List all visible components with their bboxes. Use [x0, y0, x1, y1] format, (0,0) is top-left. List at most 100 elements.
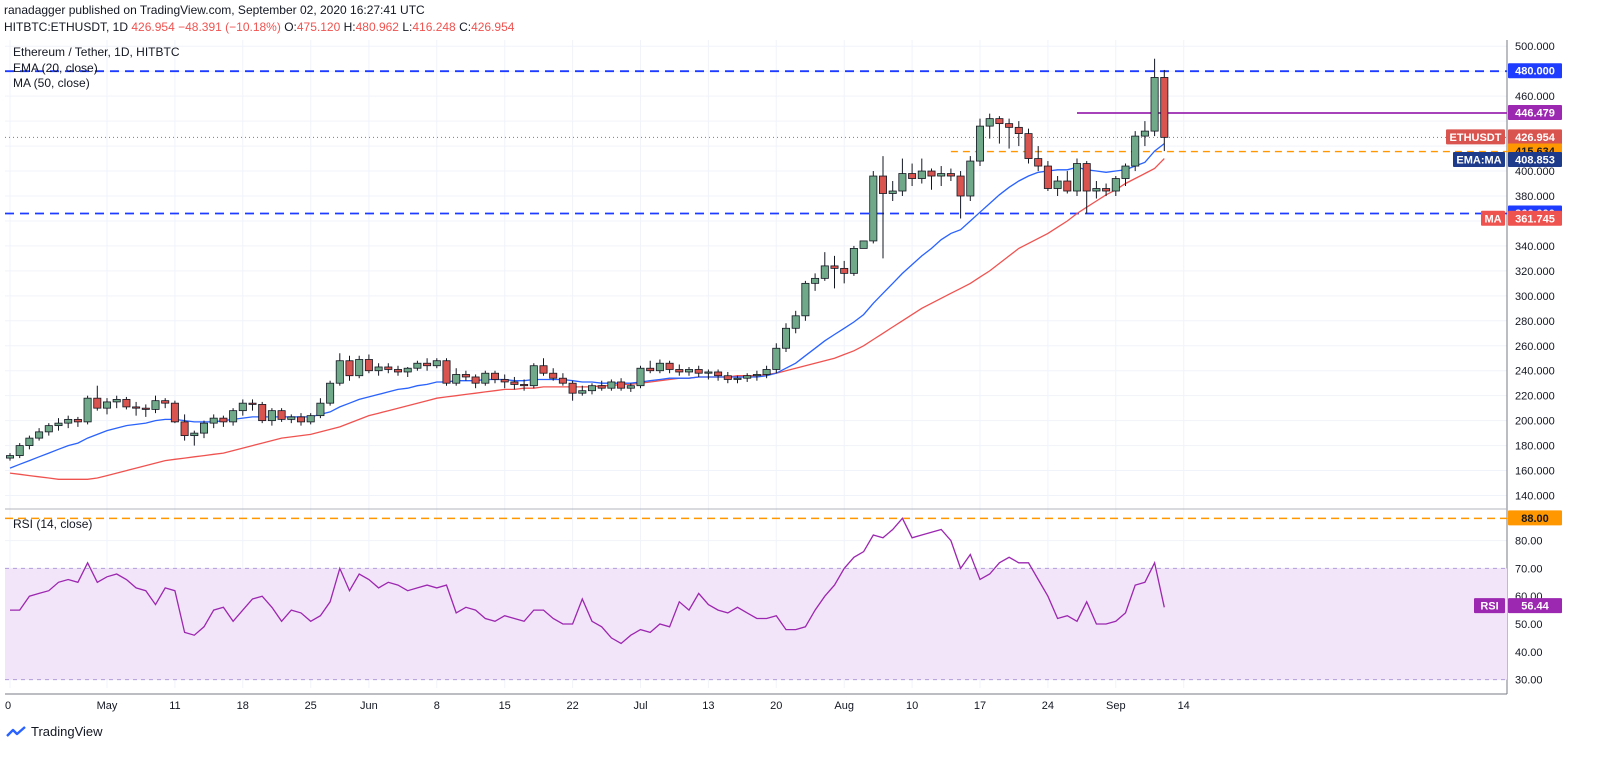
price-tag-box — [1474, 598, 1505, 614]
candle-up — [355, 355, 364, 379]
candle-body — [714, 371, 723, 377]
candle-body — [646, 367, 655, 372]
candle-body — [481, 372, 490, 384]
candle-up — [1073, 158, 1082, 196]
candle-body — [112, 399, 121, 403]
candle-down — [539, 358, 548, 376]
candle-up — [190, 430, 199, 446]
price-tag-box — [1453, 151, 1505, 167]
candle-body — [636, 367, 645, 387]
candle-up — [898, 158, 907, 196]
price-tag-last: 426.954 — [1508, 129, 1562, 145]
candle-body — [985, 118, 994, 127]
candle-up — [112, 395, 121, 409]
time-tick-label: 17 — [974, 700, 986, 712]
candle-down — [122, 396, 131, 410]
candle-body — [1150, 77, 1159, 132]
legend-title: Ethereum / Tether, 1D, HITBTC — [13, 45, 180, 59]
legend-rsi[interactable]: RSI (14, close) — [13, 517, 93, 531]
candle-up — [733, 375, 742, 384]
price-tag-box — [1508, 105, 1562, 121]
candle-body — [946, 173, 955, 177]
open-label: O: — [284, 20, 297, 34]
price-tag-label: ETHUSDT — [1450, 132, 1502, 144]
price-tick-label: 300.000 — [1515, 291, 1555, 303]
candle-up — [403, 366, 412, 377]
candle-down — [73, 416, 82, 427]
candle-up — [1053, 176, 1062, 196]
candle-down — [694, 365, 703, 377]
high-label: H: — [343, 20, 356, 34]
candle-body — [306, 415, 315, 423]
candle-body — [568, 382, 577, 394]
candle-body — [908, 173, 917, 179]
low-label: L: — [402, 20, 413, 34]
candle-down — [946, 168, 955, 182]
candle-down — [161, 398, 170, 409]
time-tick-label: Jul — [633, 700, 647, 712]
candle-body — [1102, 188, 1111, 192]
legend-ema[interactable]: EMA (20, close) — [13, 61, 98, 75]
candle-body — [811, 277, 820, 284]
candle-body — [83, 397, 92, 423]
candle-body — [1034, 158, 1043, 167]
time-tick-label: 0 — [5, 700, 11, 712]
candle-down — [471, 374, 480, 389]
candle-up — [15, 443, 24, 459]
candle-down — [1024, 128, 1033, 164]
candle-body — [335, 360, 344, 384]
candle-body — [1005, 123, 1014, 128]
price-tick-label: 460.000 — [1515, 91, 1555, 103]
candle-body — [64, 418, 73, 424]
candle-down — [830, 255, 839, 289]
candle-up — [578, 385, 587, 396]
candle-body — [190, 432, 199, 437]
candle-body — [1111, 178, 1120, 192]
candle-up — [267, 408, 276, 426]
candle-body — [413, 362, 422, 369]
candle-body — [277, 410, 286, 420]
candle-body — [287, 416, 296, 420]
candle-up — [1092, 181, 1101, 199]
price-tick-label: 400.000 — [1515, 166, 1555, 178]
rsi-tag-rsi: 56.44 — [1508, 598, 1562, 614]
rsi-tick-label: 50.00 — [1515, 619, 1543, 631]
candle-body — [403, 367, 412, 373]
candle-body — [665, 362, 674, 370]
candle-up — [859, 240, 868, 249]
candle-body — [898, 173, 907, 192]
price-tick-label: 200.000 — [1515, 416, 1555, 428]
candle-body — [103, 401, 112, 409]
candle-body — [888, 190, 897, 194]
candle-down — [490, 370, 499, 384]
candle-up — [287, 414, 296, 424]
candle-body — [917, 170, 926, 179]
price-tag-label: 88.00 — [1521, 513, 1549, 525]
price-tag-box — [1446, 129, 1505, 145]
candle-body — [1160, 77, 1169, 138]
rsi-tick-label: 30.00 — [1515, 675, 1543, 687]
candle-body — [15, 445, 24, 456]
time-tick-label: 25 — [305, 700, 317, 712]
legend-ma[interactable]: MA (50, close) — [13, 76, 90, 90]
candle-up — [820, 252, 829, 281]
candle-up — [151, 395, 160, 414]
candle-body — [782, 327, 791, 349]
candle-down — [558, 373, 567, 386]
price-tag-ema: 408.853 — [1508, 151, 1562, 167]
candle-body — [937, 173, 946, 177]
price-tag-label: MA — [1484, 213, 1501, 225]
candle-body — [976, 125, 985, 162]
candle-body — [820, 265, 829, 279]
candle-down — [1102, 183, 1111, 196]
candle-body — [1121, 165, 1130, 179]
candle-down — [384, 363, 393, 374]
candle-down — [714, 369, 723, 381]
price-tick-label: 280.000 — [1515, 316, 1555, 328]
candle-down — [248, 399, 257, 411]
tradingview-footer[interactable]: TradingView — [6, 724, 103, 739]
rsi-tick-label: 80.00 — [1515, 536, 1543, 548]
price-tag-label: 426.954 — [1515, 132, 1556, 144]
candle-body — [393, 369, 402, 373]
